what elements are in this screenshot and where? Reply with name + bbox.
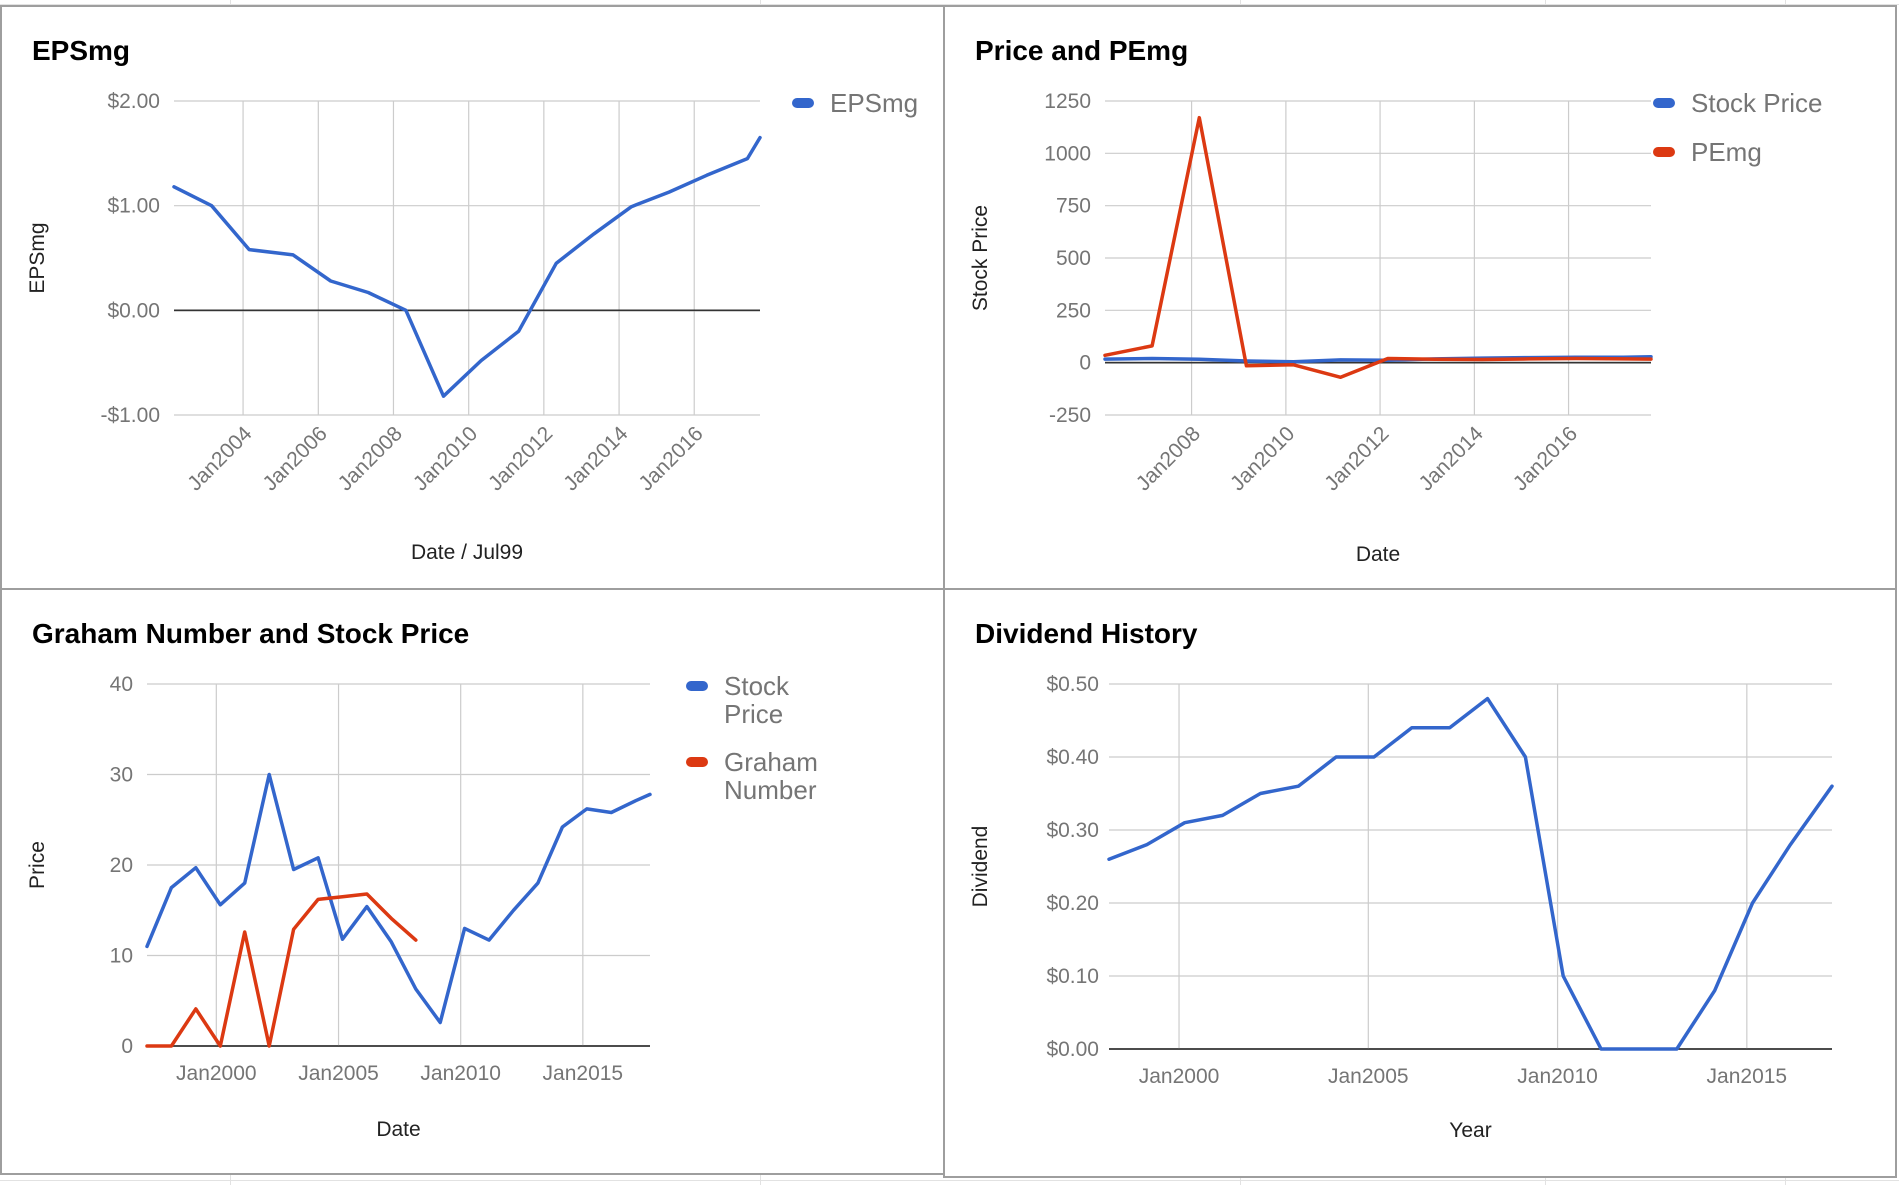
- chart-price-pe-svg: 1250 1000 750 500 250 0 -250 Jan2008 Jan2010 Jan2…: [969, 88, 1823, 566]
- x-tick-label: Jan2005: [1328, 1065, 1409, 1088]
- legend-label: Graham: [724, 747, 818, 777]
- y-axis-title: Stock Price: [969, 205, 992, 311]
- chart-panel-epsmg[interactable]: EPSmg $2.00 $1.00 $0.00 -$1.00 Jan2004 Jan200…: [0, 5, 946, 590]
- x-tick-label: Jan2004: [183, 422, 256, 495]
- series-line: [172, 135, 762, 398]
- legend-swatch: [792, 98, 814, 108]
- y-tick-label: 40: [110, 673, 133, 696]
- chart-panel-graham[interactable]: Graham Number and Stock Price 40 30 20 10 0 J…: [0, 588, 946, 1175]
- y-tick-label: $0.30: [1046, 819, 1099, 842]
- series-line: [1107, 696, 1834, 1051]
- legend-label: EPSmg: [830, 88, 918, 118]
- x-tick-label: Jan2012: [484, 422, 557, 495]
- x-tick-label: Jan2008: [334, 422, 407, 495]
- series-line: [1103, 115, 1653, 380]
- y-tick-label: 0: [121, 1035, 133, 1058]
- x-axis-title: Date / Jul99: [411, 541, 523, 564]
- y-axis-title: EPSmg: [26, 222, 49, 293]
- y-tick-label: $0.00: [107, 299, 160, 322]
- legend-label: PEmg: [1691, 137, 1762, 167]
- y-tick-label: 500: [1056, 247, 1091, 270]
- y-tick-label: 0: [1079, 352, 1091, 375]
- x-tick-label: Jan2005: [298, 1062, 379, 1085]
- chart-panel-price-pe[interactable]: Price and PEmg 1250 1000 750 500 250 0 -250 Jan…: [943, 5, 1897, 590]
- y-tick-label: 10: [110, 945, 133, 968]
- x-axis-title: Year: [1449, 1119, 1491, 1142]
- legend-swatch: [1653, 147, 1675, 157]
- x-tick-label: Jan2012: [1320, 422, 1393, 495]
- legend-label: Stock Price: [1691, 88, 1823, 118]
- y-tick-label: 750: [1056, 195, 1091, 218]
- x-tick-label: Jan2014: [1415, 422, 1488, 495]
- x-tick-label: Jan2006: [259, 422, 332, 495]
- legend-swatch: [686, 681, 708, 691]
- chart-title: Price and PEmg: [975, 35, 1189, 66]
- x-tick-label: Jan2016: [1509, 422, 1582, 495]
- y-tick-label: $0.50: [1046, 673, 1099, 696]
- sheet-gridline: [0, 1180, 1899, 1181]
- legend-label: Price: [724, 699, 783, 729]
- x-tick-label: Jan2010: [420, 1062, 501, 1085]
- y-axis-title: Price: [26, 841, 49, 889]
- chart-title: Dividend History: [975, 618, 1198, 649]
- x-axis-title: Date: [376, 1118, 420, 1141]
- legend-swatch: [1653, 98, 1675, 108]
- y-tick-label: $2.00: [107, 90, 160, 113]
- y-tick-label: 250: [1056, 299, 1091, 322]
- chart-title: Graham Number and Stock Price: [32, 618, 470, 649]
- x-tick-label: Jan2010: [409, 422, 482, 495]
- x-tick-label: Jan2008: [1132, 422, 1205, 495]
- x-tick-label: Jan2015: [1707, 1065, 1788, 1088]
- y-tick-label: $0.40: [1046, 746, 1099, 769]
- x-tick-label: Jan2015: [543, 1062, 624, 1085]
- y-axis-title: Dividend: [969, 826, 992, 908]
- chart-panel-dividend[interactable]: Dividend History $0.50 $0.40 $0.30 $0.20 $0.…: [943, 588, 1897, 1178]
- x-tick-label: Jan2016: [634, 422, 707, 495]
- legend-label: Number: [724, 775, 817, 805]
- y-tick-label: -$1.00: [100, 404, 160, 427]
- y-tick-label: 20: [110, 854, 133, 877]
- x-tick-label: Jan2014: [559, 422, 632, 495]
- y-tick-label: $0.20: [1046, 892, 1099, 915]
- y-tick-label: $0.10: [1046, 965, 1099, 988]
- y-tick-label: $1.00: [107, 195, 160, 218]
- sheet-gridline: [0, 4, 1899, 5]
- legend-swatch: [686, 757, 708, 767]
- x-tick-label: Jan2010: [1517, 1065, 1598, 1088]
- x-tick-label: Jan2010: [1226, 422, 1299, 495]
- x-axis-title: Date: [1356, 543, 1400, 566]
- chart-title: EPSmg: [32, 35, 131, 66]
- y-tick-label: 1250: [1044, 90, 1091, 113]
- chart-graham-svg: 40 30 20 10 0 Jan2000 Jan2005 Jan2010 Jan2015 Dat…: [26, 671, 818, 1141]
- legend-label: Stock: [724, 671, 790, 701]
- y-tick-label: 1000: [1044, 142, 1091, 165]
- y-tick-label: -250: [1049, 404, 1091, 427]
- x-tick-label: Jan2000: [176, 1062, 257, 1085]
- y-tick-label: 30: [110, 764, 133, 787]
- series-line: [145, 772, 652, 1025]
- x-tick-label: Jan2000: [1139, 1065, 1220, 1088]
- chart-dividend-svg: $0.50 $0.40 $0.30 $0.20 $0.10 $0.00 Jan2000 Jan…: [969, 673, 1834, 1142]
- y-tick-label: $0.00: [1046, 1038, 1099, 1061]
- series-line: [145, 892, 418, 1048]
